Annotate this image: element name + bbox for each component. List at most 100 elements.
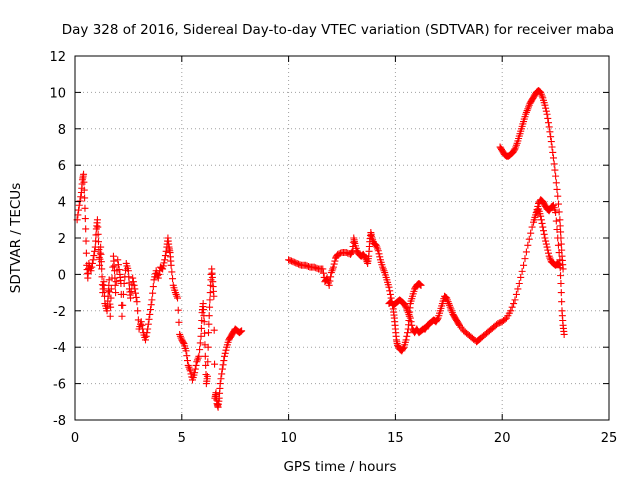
data-point	[544, 249, 552, 257]
data-point	[88, 263, 96, 271]
data-point	[560, 330, 568, 338]
data-point	[514, 285, 522, 293]
data-point	[173, 292, 181, 300]
data-point	[416, 280, 424, 288]
data-point	[146, 310, 154, 318]
data-point	[238, 327, 246, 335]
data-point	[159, 265, 167, 273]
data-point	[542, 107, 550, 115]
data-point	[205, 329, 212, 337]
data-point	[550, 160, 558, 168]
data-point	[125, 273, 133, 281]
data-point	[100, 278, 108, 286]
axis-ticks: 0 5 10 15 20 25 -8 -6 -4 -2 0 2 4 6 8 10 12	[49, 50, 617, 446]
data-point	[97, 250, 105, 258]
data-point	[501, 315, 509, 323]
data-point	[534, 206, 542, 214]
data-point	[205, 312, 213, 320]
data-point	[183, 357, 191, 365]
y-tick-label: 6	[58, 159, 66, 174]
data-point	[124, 267, 132, 275]
data-point	[210, 326, 218, 334]
data-point	[150, 276, 158, 284]
data-point	[510, 146, 518, 154]
data-point	[96, 249, 104, 257]
data-point	[512, 290, 520, 298]
data-point	[218, 365, 226, 373]
y-tick-label: 4	[58, 196, 66, 211]
data-point	[210, 292, 218, 300]
data-point	[522, 248, 530, 256]
data-point	[554, 200, 562, 208]
data-point	[206, 289, 214, 297]
data-point	[380, 267, 388, 275]
data-point	[553, 185, 561, 193]
data-point	[544, 114, 552, 122]
data-point	[112, 278, 120, 286]
data-point	[196, 346, 204, 354]
data-point	[205, 320, 213, 328]
grid-lines	[75, 56, 609, 420]
data-point	[75, 206, 83, 214]
data-point	[520, 261, 528, 269]
data-point	[399, 344, 407, 352]
data-point	[557, 289, 565, 297]
data-point	[517, 273, 525, 281]
data-point	[328, 267, 336, 275]
data-point	[541, 234, 549, 242]
data-point	[114, 256, 122, 264]
data-point	[417, 281, 425, 289]
data-point	[199, 300, 207, 308]
data-point	[133, 298, 141, 306]
data-point	[119, 290, 127, 298]
data-point	[540, 230, 548, 238]
data-point	[183, 352, 191, 360]
data-point	[549, 154, 557, 162]
data-point	[193, 356, 201, 364]
data-point	[112, 289, 120, 297]
data-point	[160, 259, 168, 267]
data-point	[541, 101, 549, 109]
data-point	[174, 306, 182, 314]
data-point	[551, 166, 559, 174]
data-point	[402, 336, 410, 344]
data-point	[548, 143, 556, 151]
data-point	[554, 192, 562, 200]
data-point	[87, 267, 95, 275]
data-point	[319, 265, 327, 273]
data-point	[154, 274, 162, 282]
data-point	[552, 179, 560, 187]
data-point	[200, 318, 208, 326]
data-point	[408, 321, 416, 329]
data-point	[507, 307, 515, 315]
data-point	[556, 261, 564, 269]
data-point	[538, 219, 546, 227]
data-point	[376, 253, 384, 261]
data-point	[220, 357, 228, 365]
data-point	[219, 361, 227, 369]
data-point	[216, 380, 224, 388]
y-tick-label: -2	[53, 305, 66, 320]
chart-title: Day 328 of 2016, Sidereal Day-to-day VTE…	[62, 22, 614, 38]
data-point	[111, 281, 119, 289]
data-point	[98, 281, 106, 289]
y-tick-label: -6	[53, 378, 66, 393]
data-point	[556, 222, 564, 230]
data-point	[537, 216, 545, 224]
data-point	[106, 300, 114, 308]
data-point	[82, 237, 90, 245]
x-tick-label: 15	[387, 431, 404, 446]
data-point	[539, 223, 547, 231]
x-tick-label: 20	[494, 431, 511, 446]
data-point	[109, 263, 117, 271]
data-point	[557, 228, 565, 236]
data-point	[144, 325, 152, 333]
data-series-sdtvar	[73, 87, 568, 411]
data-point	[192, 361, 200, 369]
data-point	[74, 211, 82, 219]
data-point	[93, 216, 101, 224]
data-point	[132, 293, 140, 301]
data-point	[107, 285, 115, 293]
data-point	[549, 148, 557, 156]
y-axis-label: SDTVAR / TECUs	[8, 183, 24, 293]
